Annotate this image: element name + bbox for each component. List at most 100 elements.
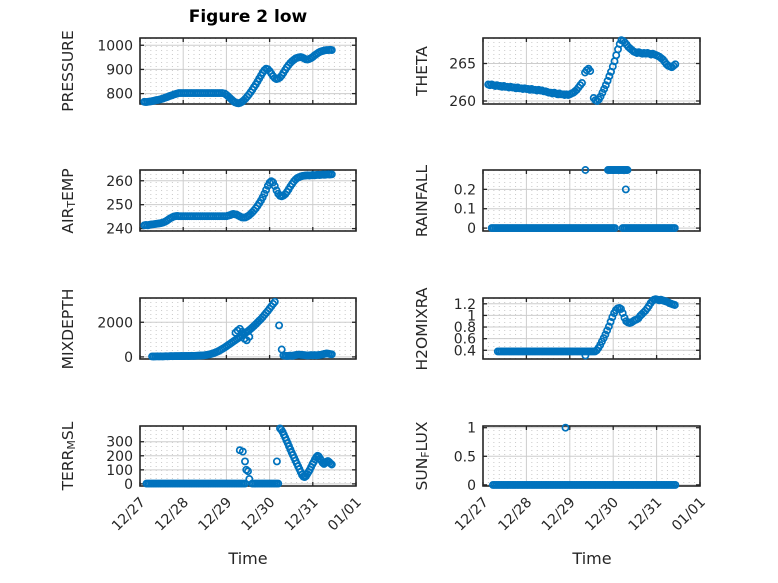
data-point [229, 97, 238, 106]
data-point [299, 472, 308, 481]
data-point [272, 186, 281, 195]
data-point [317, 170, 326, 179]
data-point [631, 48, 640, 57]
data-point [632, 315, 641, 324]
data-point [168, 479, 177, 488]
data-point [162, 216, 171, 225]
data-point [220, 212, 229, 221]
data-point [641, 306, 650, 315]
data-point [631, 480, 640, 489]
data-point [545, 88, 553, 97]
data-point [291, 456, 300, 465]
data-point [158, 352, 167, 361]
data-point [169, 90, 178, 99]
data-point [285, 442, 293, 451]
x-tick-label: 01/01 [669, 495, 709, 535]
data-point [209, 212, 218, 221]
data-point [620, 480, 629, 489]
data-point [157, 94, 166, 103]
data-point [150, 220, 159, 229]
data-point [562, 90, 571, 99]
data-point [555, 89, 564, 98]
data-point [610, 224, 619, 233]
data-point [196, 89, 205, 98]
data-point [589, 480, 598, 489]
data-point [662, 480, 671, 489]
data-point [545, 224, 553, 233]
x-tick-label: 12/27 [452, 495, 492, 535]
data-point [513, 480, 522, 489]
data-point [205, 212, 214, 221]
data-point [515, 480, 523, 489]
data-point [159, 479, 168, 488]
data-point [562, 224, 571, 233]
data-point [152, 479, 161, 488]
x-tick-label: 01/01 [325, 495, 365, 535]
data-point [213, 89, 222, 98]
data-point [496, 82, 505, 90]
data-point [217, 345, 226, 354]
data-point [179, 212, 188, 221]
data-point [225, 479, 234, 488]
data-point [284, 351, 293, 360]
data-point [258, 68, 267, 77]
data-point [295, 53, 303, 62]
data-point [278, 427, 287, 436]
data-point [208, 479, 217, 488]
data-point [536, 86, 545, 95]
data-point [279, 68, 288, 77]
data-point [171, 479, 180, 488]
data-point [248, 85, 257, 94]
data-point [615, 303, 624, 312]
data-point [307, 351, 316, 360]
data-point [620, 38, 629, 47]
data-point [239, 96, 248, 105]
data-point [537, 480, 546, 489]
data-point [150, 96, 159, 105]
data-point [158, 479, 166, 488]
data-point [294, 462, 303, 471]
data-point [180, 479, 189, 488]
data-point [186, 351, 195, 360]
data-point [570, 480, 579, 489]
data-point [610, 57, 619, 66]
data-point [502, 347, 511, 356]
data-point [177, 479, 185, 488]
data-point [318, 458, 327, 467]
data-point [556, 347, 565, 356]
data-point [200, 89, 209, 98]
data-point [175, 479, 184, 488]
data-point [222, 90, 231, 99]
data-point [553, 90, 562, 99]
data-point [534, 224, 543, 233]
data-point [665, 224, 674, 233]
data-point [218, 212, 227, 221]
data-point [552, 347, 561, 356]
data-point [548, 480, 556, 489]
data-point [199, 479, 208, 488]
data-point [612, 480, 621, 489]
data-point [207, 212, 216, 221]
y-tick-label: 1 [467, 308, 476, 324]
data-point [584, 480, 593, 489]
data-point [535, 480, 544, 489]
data-point [175, 352, 184, 361]
data-point [218, 479, 227, 488]
data-point [546, 480, 555, 489]
data-point [558, 90, 567, 99]
data-point [532, 224, 541, 233]
data-point [644, 224, 653, 233]
data-point [670, 224, 679, 233]
data-point [282, 188, 291, 196]
data-point [286, 351, 295, 360]
data-point [155, 219, 164, 228]
data-point [142, 479, 151, 488]
data-point [557, 224, 566, 233]
data-point [613, 304, 622, 313]
data-point [164, 479, 173, 488]
data-point [652, 51, 661, 60]
data-point [624, 480, 633, 489]
data-points [487, 166, 679, 233]
y-tick-label: 0 [124, 477, 133, 493]
